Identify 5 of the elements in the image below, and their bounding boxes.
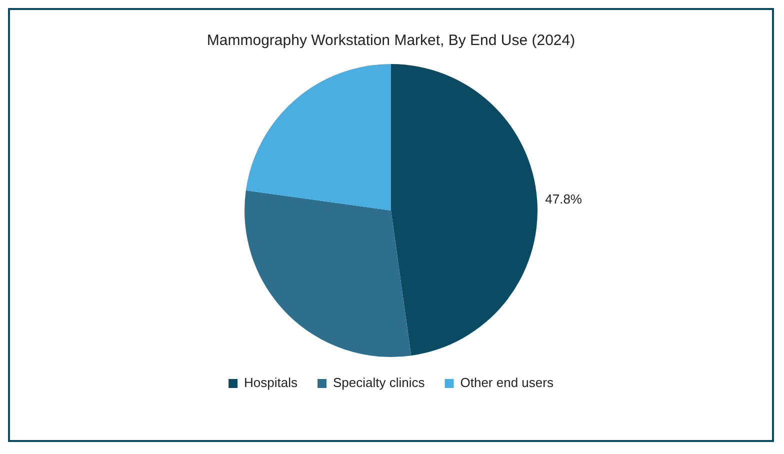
chart-title: Mammography Workstation Market, By End Use (2024) [206,32,576,50]
data-label: 47.8% [545,191,582,206]
legend-label: Other end users [460,375,554,390]
legend-label: Hospitals [244,375,298,390]
legend-label: Specialty clinics [333,375,426,390]
